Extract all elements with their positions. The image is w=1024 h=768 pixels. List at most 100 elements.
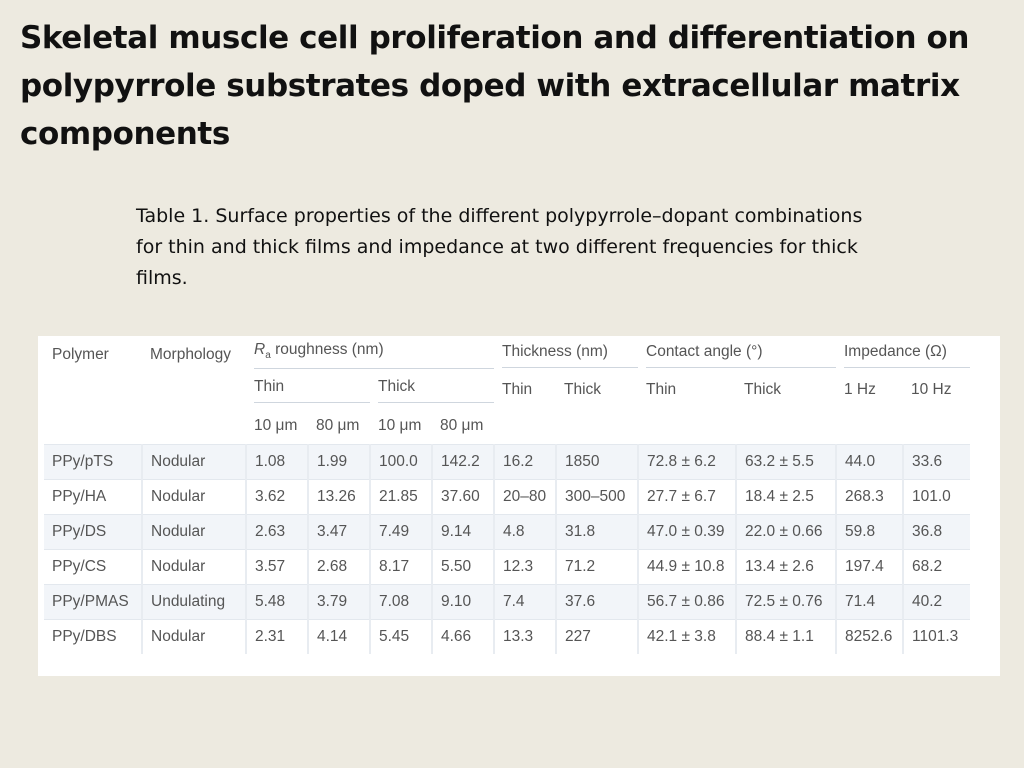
header-roughness-thin: Thin bbox=[246, 372, 370, 408]
table-cell: 37.60 bbox=[431, 479, 494, 515]
table-cell: 27.7 ± 6.7 bbox=[637, 479, 736, 515]
table-cell: 68.2 bbox=[902, 549, 970, 585]
table-row: PPy/pTS Nodular 1.08 1.99 100.0 142.2 16.2 1850… bbox=[44, 444, 970, 480]
table-cell: 3.47 bbox=[307, 514, 370, 550]
table-cell: 7.4 bbox=[493, 584, 556, 620]
table-cell: 22.0 ± 0.66 bbox=[735, 514, 836, 550]
table-cell: 227 bbox=[555, 619, 638, 654]
table-cell: 268.3 bbox=[835, 479, 903, 515]
table-cell: 18.4 ± 2.5 bbox=[735, 479, 836, 515]
table-cell: 142.2 bbox=[431, 444, 494, 480]
table-cell: PPy/DS bbox=[44, 514, 142, 550]
header-roughness-thick: Thick bbox=[370, 372, 494, 408]
header-impedance-1hz: 1 Hz bbox=[844, 381, 876, 398]
table-cell: 12.3 bbox=[493, 549, 556, 585]
table-cell: Nodular bbox=[141, 619, 246, 654]
table-cell: 20–80 bbox=[493, 479, 556, 515]
table-cell: 13.3 bbox=[493, 619, 556, 654]
table-cell: 1.99 bbox=[307, 444, 370, 480]
table-cell: 9.10 bbox=[431, 584, 494, 620]
header-morphology: Morphology bbox=[150, 346, 231, 363]
table-cell: 3.79 bbox=[307, 584, 370, 620]
table-cell: 72.5 ± 0.76 bbox=[735, 584, 836, 620]
table-cell: 5.45 bbox=[369, 619, 432, 654]
header-contact-thick: Thick bbox=[744, 381, 782, 398]
table-cell: 101.0 bbox=[902, 479, 970, 515]
table-cell: 9.14 bbox=[431, 514, 494, 550]
table-cell: 100.0 bbox=[369, 444, 432, 480]
header-thickness: Thickness (nm) bbox=[494, 338, 638, 372]
table-cell: 8.17 bbox=[369, 549, 432, 585]
table-cell: 36.8 bbox=[902, 514, 970, 550]
table-cell: 13.4 ± 2.6 bbox=[735, 549, 836, 585]
table-cell: 1850 bbox=[555, 444, 638, 480]
table-cell: 47.0 ± 0.39 bbox=[637, 514, 736, 550]
header-polymer: Polymer bbox=[52, 346, 109, 363]
table-cell: PPy/DBS bbox=[44, 619, 142, 654]
table-cell: 44.9 ± 10.8 bbox=[637, 549, 736, 585]
header-thin-80um: 80 μm bbox=[316, 417, 360, 434]
table-cell: Nodular bbox=[141, 514, 246, 550]
slide-title: Skeletal muscle cell proliferation and d… bbox=[20, 20, 970, 152]
header-thick-10um: 10 μm bbox=[378, 417, 422, 434]
table-cell: 42.1 ± 3.8 bbox=[637, 619, 736, 654]
table-cell: 40.2 bbox=[902, 584, 970, 620]
table-cell: 13.26 bbox=[307, 479, 370, 515]
table-cell: 4.8 bbox=[493, 514, 556, 550]
table-cell: 59.8 bbox=[835, 514, 903, 550]
header-thickness-thick: Thick bbox=[564, 381, 602, 398]
table-cell: PPy/PMAS bbox=[44, 584, 142, 620]
table-cell: 7.08 bbox=[369, 584, 432, 620]
table-cell: 88.4 ± 1.1 bbox=[735, 619, 836, 654]
header-contact-thin: Thin bbox=[646, 381, 677, 398]
table-cell: 71.4 bbox=[835, 584, 903, 620]
table-cell: 31.8 bbox=[555, 514, 638, 550]
table-cell: 72.8 ± 6.2 bbox=[637, 444, 736, 480]
table-cell: 3.57 bbox=[245, 549, 308, 585]
header-thickness-thin: Thin bbox=[502, 381, 533, 398]
table-cell: 5.48 bbox=[245, 584, 308, 620]
table-cell: 1101.3 bbox=[902, 619, 970, 654]
table-cell: Undulating bbox=[141, 584, 246, 620]
table-row: PPy/CS Nodular 3.57 2.68 8.17 5.50 12.3 71.2 44.… bbox=[44, 549, 970, 585]
table-cell: 63.2 ± 5.5 bbox=[735, 444, 836, 480]
table-cell: PPy/pTS bbox=[44, 444, 142, 480]
table-cell: 37.6 bbox=[555, 584, 638, 620]
table-cell: 5.50 bbox=[431, 549, 494, 585]
table-row: PPy/PMAS Undulating 5.48 3.79 7.08 9.10 7.4 37.… bbox=[44, 584, 970, 620]
table-cell: PPy/HA bbox=[44, 479, 142, 515]
table-caption: Table 1. Surface properties of the diffe… bbox=[136, 205, 863, 289]
table-panel: Polymer Morphology Ra roughness (nm) Thi… bbox=[38, 336, 1000, 676]
table-cell: 2.63 bbox=[245, 514, 308, 550]
table-cell: Nodular bbox=[141, 479, 246, 515]
table-cell: 197.4 bbox=[835, 549, 903, 585]
table-cell: 7.49 bbox=[369, 514, 432, 550]
table-cell: 2.31 bbox=[245, 619, 308, 654]
header-impedance-10hz: 10 Hz bbox=[911, 381, 952, 398]
table-row: PPy/HA Nodular 3.62 13.26 21.85 37.60 20–80 300… bbox=[44, 479, 970, 515]
table-cell: 300–500 bbox=[555, 479, 638, 515]
table-cell: PPy/CS bbox=[44, 549, 142, 585]
table-cell: Nodular bbox=[141, 444, 246, 480]
header-roughness: Ra roughness (nm) bbox=[246, 338, 494, 372]
header-contact-angle: Contact angle (°) bbox=[638, 338, 836, 372]
table-cell: 4.66 bbox=[431, 619, 494, 654]
header-thin-10um: 10 μm bbox=[254, 417, 298, 434]
table-cell: 33.6 bbox=[902, 444, 970, 480]
header-impedance: Impedance (Ω) bbox=[836, 338, 970, 372]
surface-properties-table: Polymer Morphology Ra roughness (nm) Thi… bbox=[44, 338, 970, 654]
table-cell: 16.2 bbox=[493, 444, 556, 480]
table-body: PPy/pTS Nodular 1.08 1.99 100.0 142.2 16.2 1850… bbox=[44, 444, 970, 654]
table-cell: 21.85 bbox=[369, 479, 432, 515]
table-cell: 1.08 bbox=[245, 444, 308, 480]
table-row: PPy/DBS Nodular 2.31 4.14 5.45 4.66 13.3 227 42.… bbox=[44, 619, 970, 654]
header-thick-80um: 80 μm bbox=[440, 417, 484, 434]
table-cell: 4.14 bbox=[307, 619, 370, 654]
table-cell: Nodular bbox=[141, 549, 246, 585]
table-header: Polymer Morphology Ra roughness (nm) Thi… bbox=[44, 338, 970, 445]
table-cell: 8252.6 bbox=[835, 619, 903, 654]
table-cell: 3.62 bbox=[245, 479, 308, 515]
table-cell: 2.68 bbox=[307, 549, 370, 585]
table-cell: 71.2 bbox=[555, 549, 638, 585]
table-cell: 56.7 ± 0.86 bbox=[637, 584, 736, 620]
